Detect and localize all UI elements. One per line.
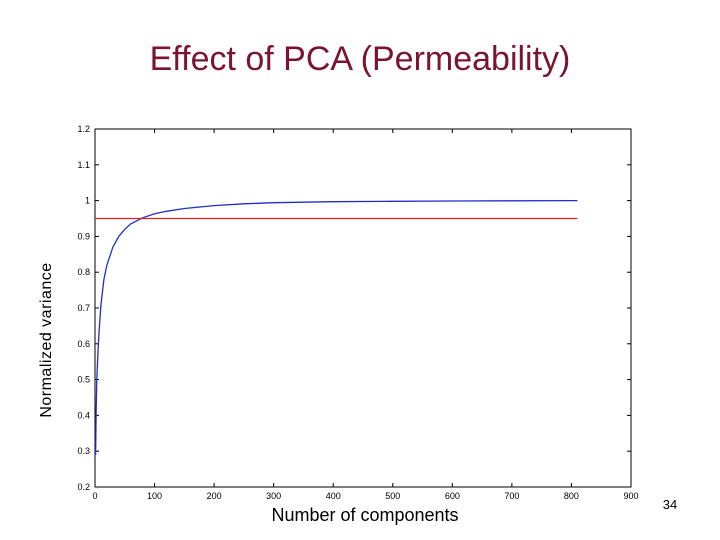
y-axis: 0.2 0.3 0.4 0.5 0.6 0.7 0.8 0.9 1 1.1 1.2: [77, 124, 631, 492]
y-axis-label: Normalized variance: [38, 262, 55, 418]
y-tick-label: 0.4: [77, 410, 90, 420]
x-tick-label: 200: [207, 491, 222, 501]
x-tick-label: 800: [564, 491, 579, 501]
y-tick-label: 1.1: [77, 160, 90, 170]
x-tick-label: 400: [326, 491, 341, 501]
y-tick-label: 0.7: [77, 303, 90, 313]
x-axis-label: Number of components: [271, 505, 459, 525]
x-tick-label: 0: [92, 491, 97, 501]
series-line-variance: [94, 199, 578, 455]
x-axis: 0 100 200 300 400 500 600 700 800 900: [92, 129, 639, 501]
y-tick-label: 0.6: [77, 339, 90, 349]
page-number: 34: [662, 497, 678, 512]
y-tick-label: 0.8: [77, 267, 90, 277]
x-tick-label: 700: [504, 491, 519, 501]
x-tick-label: 100: [147, 491, 162, 501]
y-tick-label: 0.3: [77, 446, 90, 456]
y-tick-label: 0.9: [77, 231, 90, 241]
y-tick-label: 1.2: [77, 124, 90, 134]
x-tick-label: 900: [623, 491, 638, 501]
x-tick-label: 600: [445, 491, 460, 501]
x-tick-label: 500: [385, 491, 400, 501]
y-tick-label: 1: [85, 196, 90, 206]
series-layer: [94, 199, 578, 455]
y-tick-label: 0.2: [77, 482, 90, 492]
chart-title: Effect of PCA (Permeability): [149, 40, 571, 78]
y-tick-label: 0.5: [77, 375, 90, 385]
plot-area-frame: [94, 128, 632, 488]
x-tick-label: 300: [266, 491, 281, 501]
